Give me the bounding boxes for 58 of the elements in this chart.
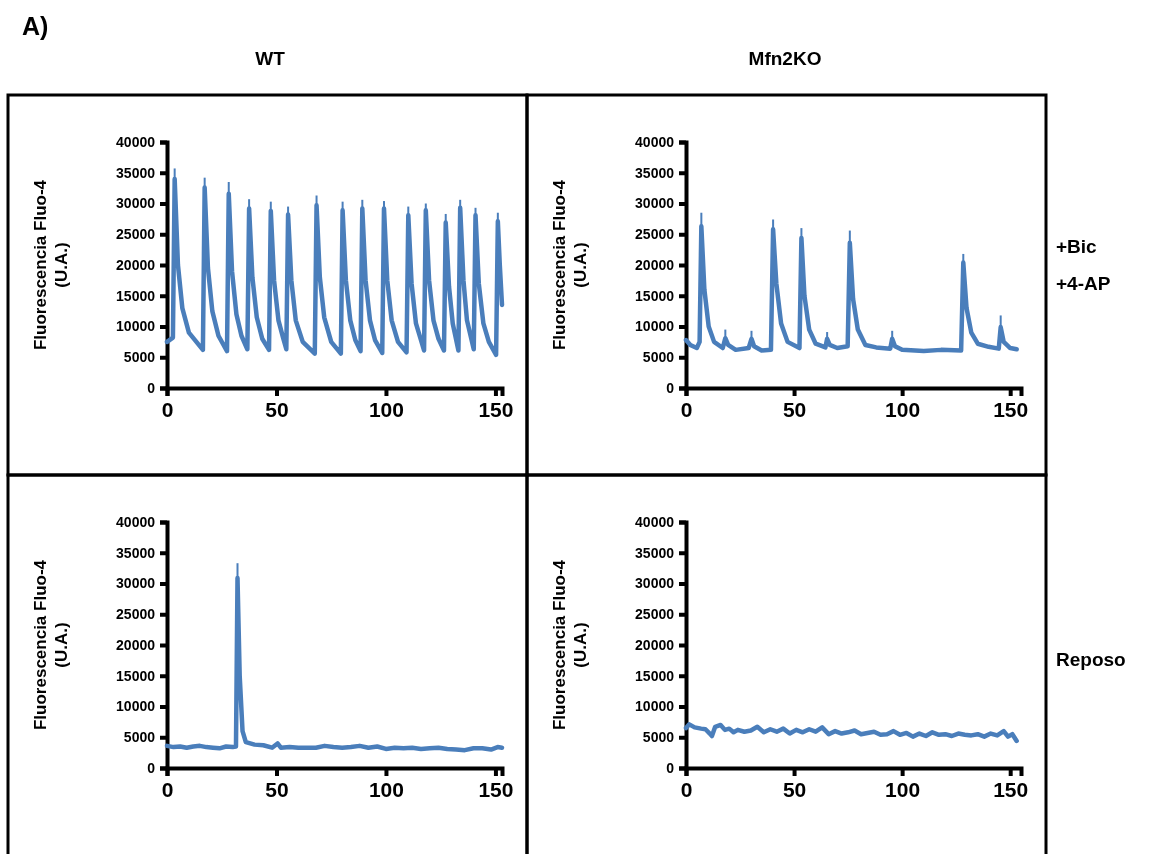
y-tick-label: 5000 <box>123 729 156 746</box>
y-tick-label: 15000 <box>635 667 675 684</box>
y-tick-label: 40000 <box>116 133 156 150</box>
x-tick-label: 150 <box>478 777 514 801</box>
y-tick-label: 10000 <box>635 698 675 715</box>
chart-title: Mfn2KO <box>748 48 822 69</box>
y-tick-label: 15000 <box>116 287 156 304</box>
text: A) <box>22 12 49 40</box>
y-tick-label: 5000 <box>642 729 675 746</box>
y-tick-label: 0 <box>666 759 675 776</box>
y-tick-label: 10000 <box>116 698 156 715</box>
text: Reposo <box>1056 649 1126 670</box>
x-tick-label: 50 <box>265 397 289 421</box>
y-tick-label: 40000 <box>635 513 675 530</box>
y-axis-title: Fluorescencia Fluo-4 (U.A.) <box>31 559 71 731</box>
x-tick-label: 100 <box>368 777 404 801</box>
y-tick-label: 40000 <box>116 513 156 530</box>
y-tick-label: 5000 <box>642 349 675 366</box>
y-tick-label: 25000 <box>116 226 156 243</box>
x-tick-label: 50 <box>782 397 807 421</box>
y-tick-label: 10000 <box>116 318 156 335</box>
y-tick-label: 20000 <box>635 256 675 273</box>
y-tick-label: 5000 <box>123 349 156 366</box>
x-tick-label: 150 <box>993 397 1029 421</box>
y-axis-title: Fluorescencia Fluo-4 (U.A.) <box>550 559 590 731</box>
x-tick-label: 50 <box>265 777 289 801</box>
y-tick-label: 40000 <box>635 133 675 150</box>
y-tick-label: 30000 <box>635 195 675 212</box>
x-tick-label: 100 <box>885 397 921 421</box>
y-tick-label: 35000 <box>116 544 156 561</box>
y-tick-label: 0 <box>666 379 675 396</box>
y-tick-label: 30000 <box>116 575 156 592</box>
y-tick-label: 0 <box>147 379 156 396</box>
chart-title: WT <box>255 48 286 69</box>
y-tick-label: 35000 <box>116 164 156 181</box>
y-tick-label: 25000 <box>635 606 675 623</box>
y-axis-title: Fluorescencia Fluo-4 (U.A.) <box>550 179 590 351</box>
y-tick-label: 0 <box>147 759 156 776</box>
y-tick-label: 20000 <box>635 636 675 653</box>
x-tick-label: 150 <box>478 397 514 421</box>
x-tick-label: 100 <box>368 397 404 421</box>
y-tick-label: 10000 <box>635 318 675 335</box>
y-tick-label: 35000 <box>635 544 675 561</box>
y-tick-label: 20000 <box>116 636 156 653</box>
y-tick-label: 30000 <box>116 195 156 212</box>
x-tick-label: 100 <box>885 777 921 801</box>
y-tick-label: 15000 <box>635 287 675 304</box>
text: +Bic +4-AP <box>1056 236 1111 294</box>
y-tick-label: 30000 <box>635 575 675 592</box>
y-axis-title: Fluorescencia Fluo-4 (U.A.) <box>31 179 71 351</box>
y-tick-label: 25000 <box>635 226 675 243</box>
x-tick-label: 150 <box>993 777 1029 801</box>
y-tick-label: 15000 <box>116 667 156 684</box>
x-tick-label: 50 <box>782 777 807 801</box>
y-tick-label: 20000 <box>116 256 156 273</box>
line-series <box>683 722 1019 744</box>
y-tick-label: 25000 <box>116 606 156 623</box>
y-tick-label: 35000 <box>635 164 675 181</box>
